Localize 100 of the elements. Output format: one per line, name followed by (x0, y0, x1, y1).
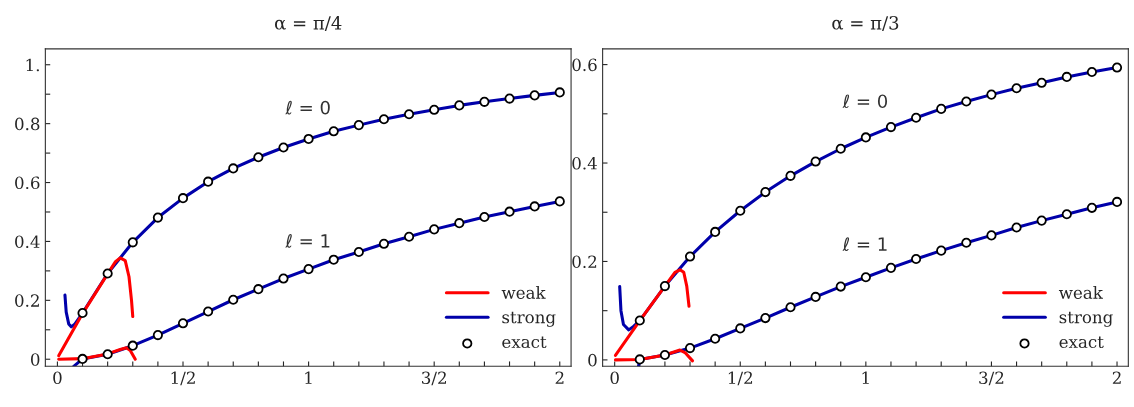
y-tick-label: 0 (588, 353, 597, 367)
point (760, 312, 771, 324)
point (1061, 209, 1072, 220)
legend-label: exact (1059, 336, 1104, 349)
point (203, 306, 214, 317)
point (253, 284, 264, 295)
chart-title: α = π/4 (275, 15, 342, 32)
point (835, 143, 846, 154)
point (429, 224, 440, 235)
y-tick-label: 0.2 (572, 255, 597, 269)
x-tick-label: 2 (555, 371, 564, 384)
point (659, 281, 670, 292)
point (177, 318, 189, 329)
point (986, 89, 997, 100)
point (810, 291, 821, 302)
annotation: ℓ = 0 (285, 100, 330, 115)
point (378, 238, 390, 249)
point (278, 273, 289, 284)
point (936, 245, 947, 256)
point (127, 237, 138, 248)
point (785, 302, 796, 313)
point (1011, 222, 1022, 233)
point (1111, 196, 1123, 207)
x-tick-label: 0 (610, 371, 619, 385)
point (77, 353, 88, 365)
point (177, 193, 189, 204)
x-tick-label: 1 (305, 371, 312, 384)
point (760, 186, 771, 198)
point (684, 251, 696, 262)
point (1086, 202, 1097, 213)
point (785, 170, 796, 181)
point (504, 206, 515, 217)
point (1111, 62, 1123, 73)
y-tick-label: 0.8 (15, 117, 40, 131)
point (1011, 83, 1022, 94)
point (328, 126, 339, 137)
point (228, 163, 239, 174)
point (885, 262, 897, 273)
legend-label: strong (502, 311, 556, 327)
point (835, 281, 846, 292)
line-series (57, 256, 135, 358)
y-tick-label: 0 (30, 353, 40, 366)
point (554, 196, 565, 207)
point (634, 315, 645, 326)
chart-title: α = π/3 (832, 15, 899, 32)
point (961, 96, 972, 107)
y-tick-label: 0.4 (572, 156, 597, 170)
x-tick-label: 3/2 (422, 371, 446, 386)
point (1061, 71, 1072, 82)
y-tick-label: 1. (26, 58, 39, 72)
point (152, 330, 163, 341)
y-tick-label: 0.6 (15, 176, 40, 190)
y-tick-label: 0.6 (572, 58, 597, 72)
point (1036, 215, 1047, 226)
point (102, 268, 113, 279)
point (278, 142, 289, 153)
x-tick-label: 2 (1112, 371, 1121, 384)
point (353, 246, 364, 258)
point (961, 237, 972, 248)
point (529, 201, 540, 212)
point (860, 132, 871, 143)
point (885, 122, 897, 133)
x-tick-label: 3/2 (979, 371, 1004, 386)
point (403, 231, 415, 242)
point (529, 90, 540, 101)
point (911, 253, 922, 265)
legend-label: exact (502, 336, 547, 349)
y-tick-label: 0.4 (15, 235, 40, 249)
point (454, 100, 465, 111)
point (127, 340, 138, 351)
point (378, 114, 390, 125)
point (504, 93, 515, 104)
point (986, 230, 997, 241)
point (1036, 77, 1047, 88)
point (911, 112, 922, 123)
y-tick-label: 0.2 (15, 294, 39, 307)
legend-label: strong (1059, 311, 1113, 327)
point (860, 272, 871, 283)
annotation: ℓ = 0 (842, 94, 888, 109)
x-tick-label: 0 (53, 371, 62, 385)
point (429, 104, 440, 115)
point (936, 103, 947, 114)
point (102, 349, 113, 360)
x-tick-label: 1/2 (728, 371, 753, 386)
point (328, 254, 339, 265)
point (684, 343, 696, 354)
point (479, 96, 490, 107)
x-tick-label: 1/2 (171, 371, 195, 386)
point (479, 211, 490, 223)
point (77, 307, 88, 319)
point (303, 133, 314, 145)
x-tick-label: 1 (862, 371, 869, 384)
point (203, 176, 214, 187)
annotation: ℓ = 1 (285, 234, 330, 248)
point (710, 226, 721, 238)
point (735, 323, 746, 334)
point (353, 120, 364, 131)
point (303, 264, 314, 275)
point (403, 109, 415, 120)
point (810, 156, 821, 167)
